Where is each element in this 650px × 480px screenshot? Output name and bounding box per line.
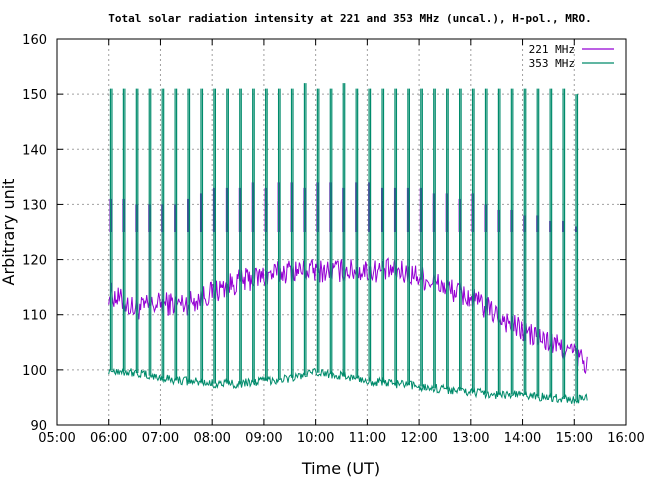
legend: 221 MHz 353 MHz xyxy=(529,43,614,70)
y-tick-label: 100 xyxy=(22,364,47,379)
y-axis-label: Arbitrary unit xyxy=(0,179,18,286)
y-tick-label: 130 xyxy=(22,198,47,213)
x-tick-label: 12:00 xyxy=(400,431,437,446)
y-tick-label: 110 xyxy=(22,309,47,324)
x-tick-label: 11:00 xyxy=(349,431,386,446)
y-tick-label: 140 xyxy=(22,143,47,158)
x-tick-label: 09:00 xyxy=(245,431,282,446)
x-tick-label: 07:00 xyxy=(142,431,179,446)
chart-title: Total solar radiation intensity at 221 a… xyxy=(108,12,591,25)
x-tick-label: 08:00 xyxy=(193,431,230,446)
x-axis-label: Time (UT) xyxy=(301,459,380,478)
x-tick-label: 13:00 xyxy=(452,431,489,446)
series-layer xyxy=(108,83,588,404)
x-tick-label: 10:00 xyxy=(297,431,334,446)
y-tick-label: 120 xyxy=(22,254,47,269)
grid xyxy=(57,39,626,425)
x-tick-label: 05:00 xyxy=(38,431,75,446)
x-tick-label: 06:00 xyxy=(90,431,127,446)
y-tick-label: 160 xyxy=(22,33,47,48)
x-tick-label: 14:00 xyxy=(504,431,541,446)
y-tick-label: 150 xyxy=(22,88,47,103)
plot-frame xyxy=(56,38,627,426)
x-tick-label: 16:00 xyxy=(607,431,644,446)
x-tick-label: 15:00 xyxy=(556,431,593,446)
axis-ticks: 05:00 06:00 07:00 08:00 09:00 10:00 11:00 12:00… xyxy=(22,33,645,446)
legend-label-353: 353 MHz xyxy=(529,57,575,70)
series-1 xyxy=(108,83,588,404)
y-tick-label: 90 xyxy=(30,419,47,434)
legend-label-221: 221 MHz xyxy=(529,43,575,56)
